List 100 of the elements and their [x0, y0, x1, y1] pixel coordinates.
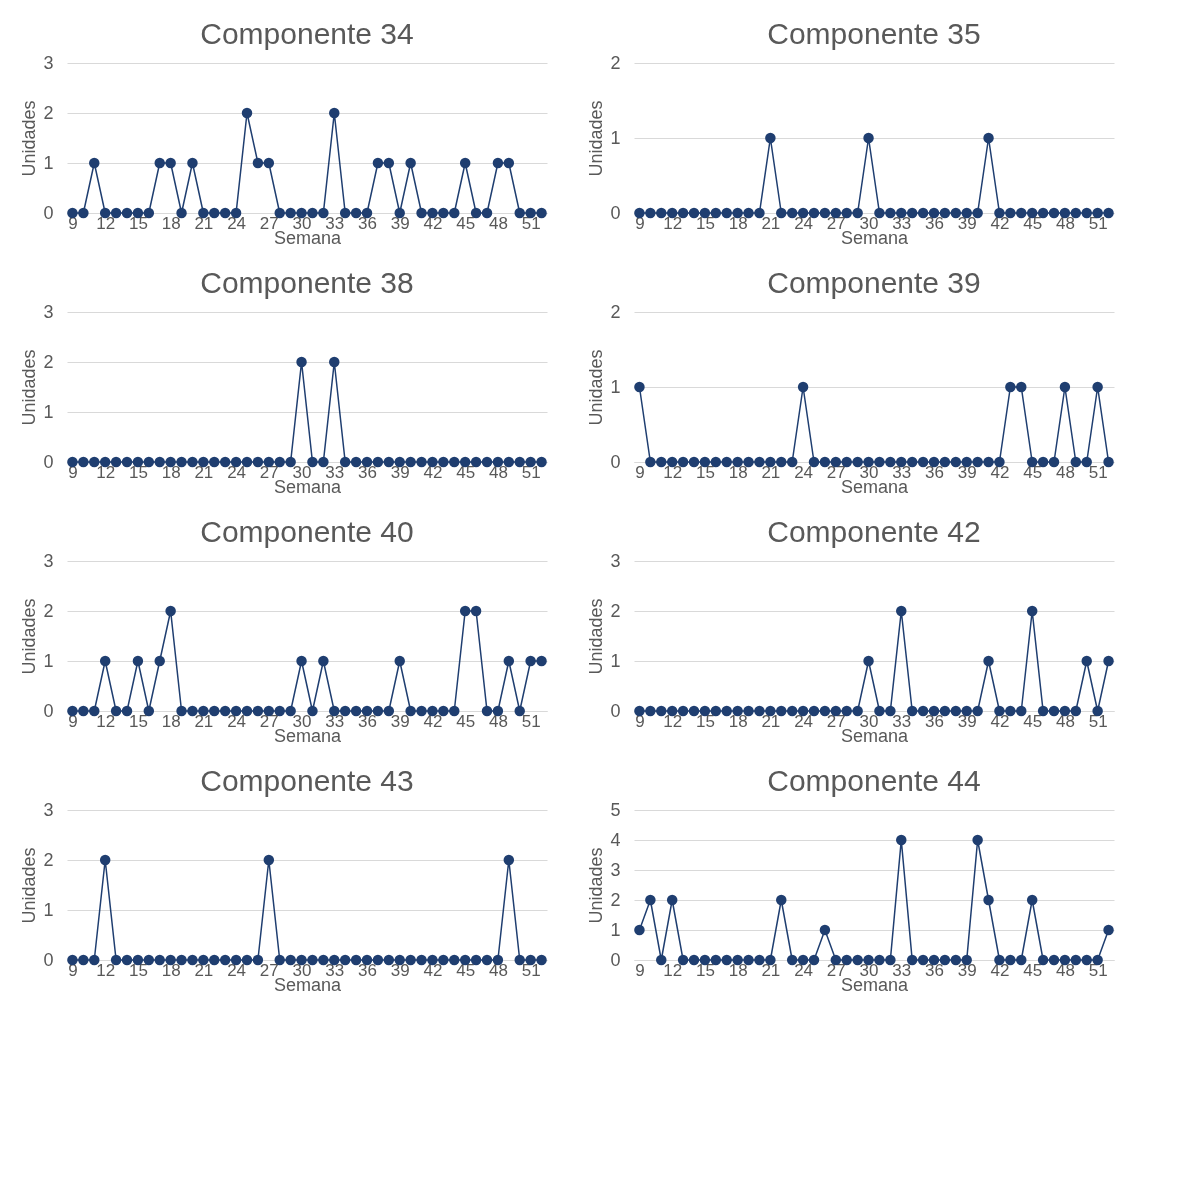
- x-tick-label: 30: [859, 462, 879, 482]
- point: [786, 705, 798, 717]
- point: [666, 894, 678, 906]
- x-tick-label: 39: [390, 213, 410, 233]
- x-tick-label: 36: [358, 960, 377, 980]
- x-tick-label: 18: [728, 711, 748, 731]
- x-tick-label: 15: [128, 213, 148, 233]
- y-tick-label: 0: [610, 202, 621, 223]
- point: [307, 705, 318, 717]
- point: [1005, 705, 1016, 717]
- point: [438, 207, 449, 219]
- x-tick-label: 15: [128, 960, 148, 980]
- point: [536, 207, 547, 219]
- x-tick-label: 45: [1023, 711, 1043, 731]
- y-tick-label: 2: [610, 889, 621, 910]
- point: [459, 605, 471, 617]
- x-tick-label: 45: [456, 462, 476, 482]
- x-tick-label: 33: [325, 462, 345, 482]
- point: [143, 207, 155, 219]
- point: [972, 834, 983, 846]
- x-tick-label: 21: [761, 213, 781, 233]
- point: [917, 705, 929, 717]
- point: [710, 954, 722, 966]
- point: [503, 157, 515, 169]
- point: [481, 705, 493, 717]
- x-tick-label: 42: [423, 711, 443, 731]
- x-tick-label: 42: [990, 711, 1010, 731]
- x-tick-label: 45: [456, 960, 476, 980]
- point: [263, 157, 275, 169]
- x-tick-label: 39: [957, 462, 977, 482]
- point: [110, 207, 122, 219]
- point: [416, 207, 427, 219]
- x-tick-label: 18: [161, 213, 181, 233]
- x-tick-label: 12: [663, 711, 683, 731]
- x-tick-label: 24: [794, 213, 814, 233]
- x-tick-label: 36: [358, 213, 377, 233]
- x-tick-label: 42: [423, 960, 443, 980]
- x-tick-label: 42: [990, 213, 1010, 233]
- point: [219, 705, 231, 717]
- x-tick-label: 51: [521, 960, 541, 980]
- y-axis-title: Unidades: [19, 100, 40, 177]
- x-tick-label: 18: [728, 462, 748, 482]
- y-tick-label: 1: [610, 376, 621, 397]
- y-tick-label: 1: [610, 650, 621, 671]
- point: [274, 207, 285, 219]
- x-tick-label: 12: [96, 213, 116, 233]
- x-tick-label: 18: [728, 960, 748, 980]
- y-tick-label: 2: [43, 351, 54, 372]
- x-tick-label: 30: [859, 711, 879, 731]
- x-tick-label: 39: [390, 711, 410, 731]
- point: [808, 705, 820, 717]
- x-tick-label: 39: [390, 462, 410, 482]
- point: [350, 207, 362, 219]
- point: [459, 157, 471, 169]
- point: [78, 207, 89, 219]
- x-tick-label: 42: [423, 213, 443, 233]
- x-tick-label: 36: [925, 213, 944, 233]
- x-tick-label: 48: [1055, 711, 1075, 731]
- x-tick-label: 45: [1023, 213, 1043, 233]
- y-tick-label: 2: [610, 52, 621, 73]
- point: [449, 207, 460, 219]
- point: [1048, 954, 1060, 966]
- point: [1037, 705, 1049, 717]
- x-tick-label: 30: [859, 960, 879, 980]
- point: [350, 705, 362, 717]
- x-tick-label: 9: [635, 960, 645, 980]
- point: [252, 157, 264, 169]
- x-tick-label: 24: [227, 213, 247, 233]
- point: [874, 954, 885, 966]
- y-tick-label: 1: [43, 650, 54, 671]
- point: [525, 655, 536, 667]
- x-tick-label: 30: [292, 960, 312, 980]
- y-tick-label: 1: [43, 401, 54, 422]
- x-tick-label: 12: [96, 711, 116, 731]
- x-tick-label: 30: [292, 711, 312, 731]
- chart-title: Componente 38: [200, 266, 414, 299]
- x-tick-label: 51: [521, 213, 541, 233]
- chart-title: Componente 39: [767, 266, 981, 299]
- point: [983, 655, 994, 667]
- y-axis-title: Unidades: [19, 349, 40, 426]
- x-tick-label: 45: [456, 711, 476, 731]
- y-tick-label: 0: [610, 700, 621, 721]
- x-tick-label: 21: [194, 711, 214, 731]
- y-tick-label: 1: [610, 127, 621, 148]
- point: [372, 157, 384, 169]
- point: [132, 655, 144, 667]
- point: [187, 157, 198, 169]
- x-tick-label: 24: [227, 462, 247, 482]
- x-tick-label: 48: [488, 960, 508, 980]
- y-tick-label: 3: [610, 859, 621, 880]
- y-tick-label: 2: [610, 600, 621, 621]
- point: [841, 954, 852, 966]
- point: [209, 705, 220, 717]
- point: [176, 705, 187, 717]
- point: [143, 705, 155, 717]
- point: [121, 705, 133, 717]
- point: [776, 705, 787, 717]
- y-tick-label: 4: [610, 829, 621, 850]
- point: [950, 954, 962, 966]
- y-axis-title: Unidades: [19, 847, 40, 924]
